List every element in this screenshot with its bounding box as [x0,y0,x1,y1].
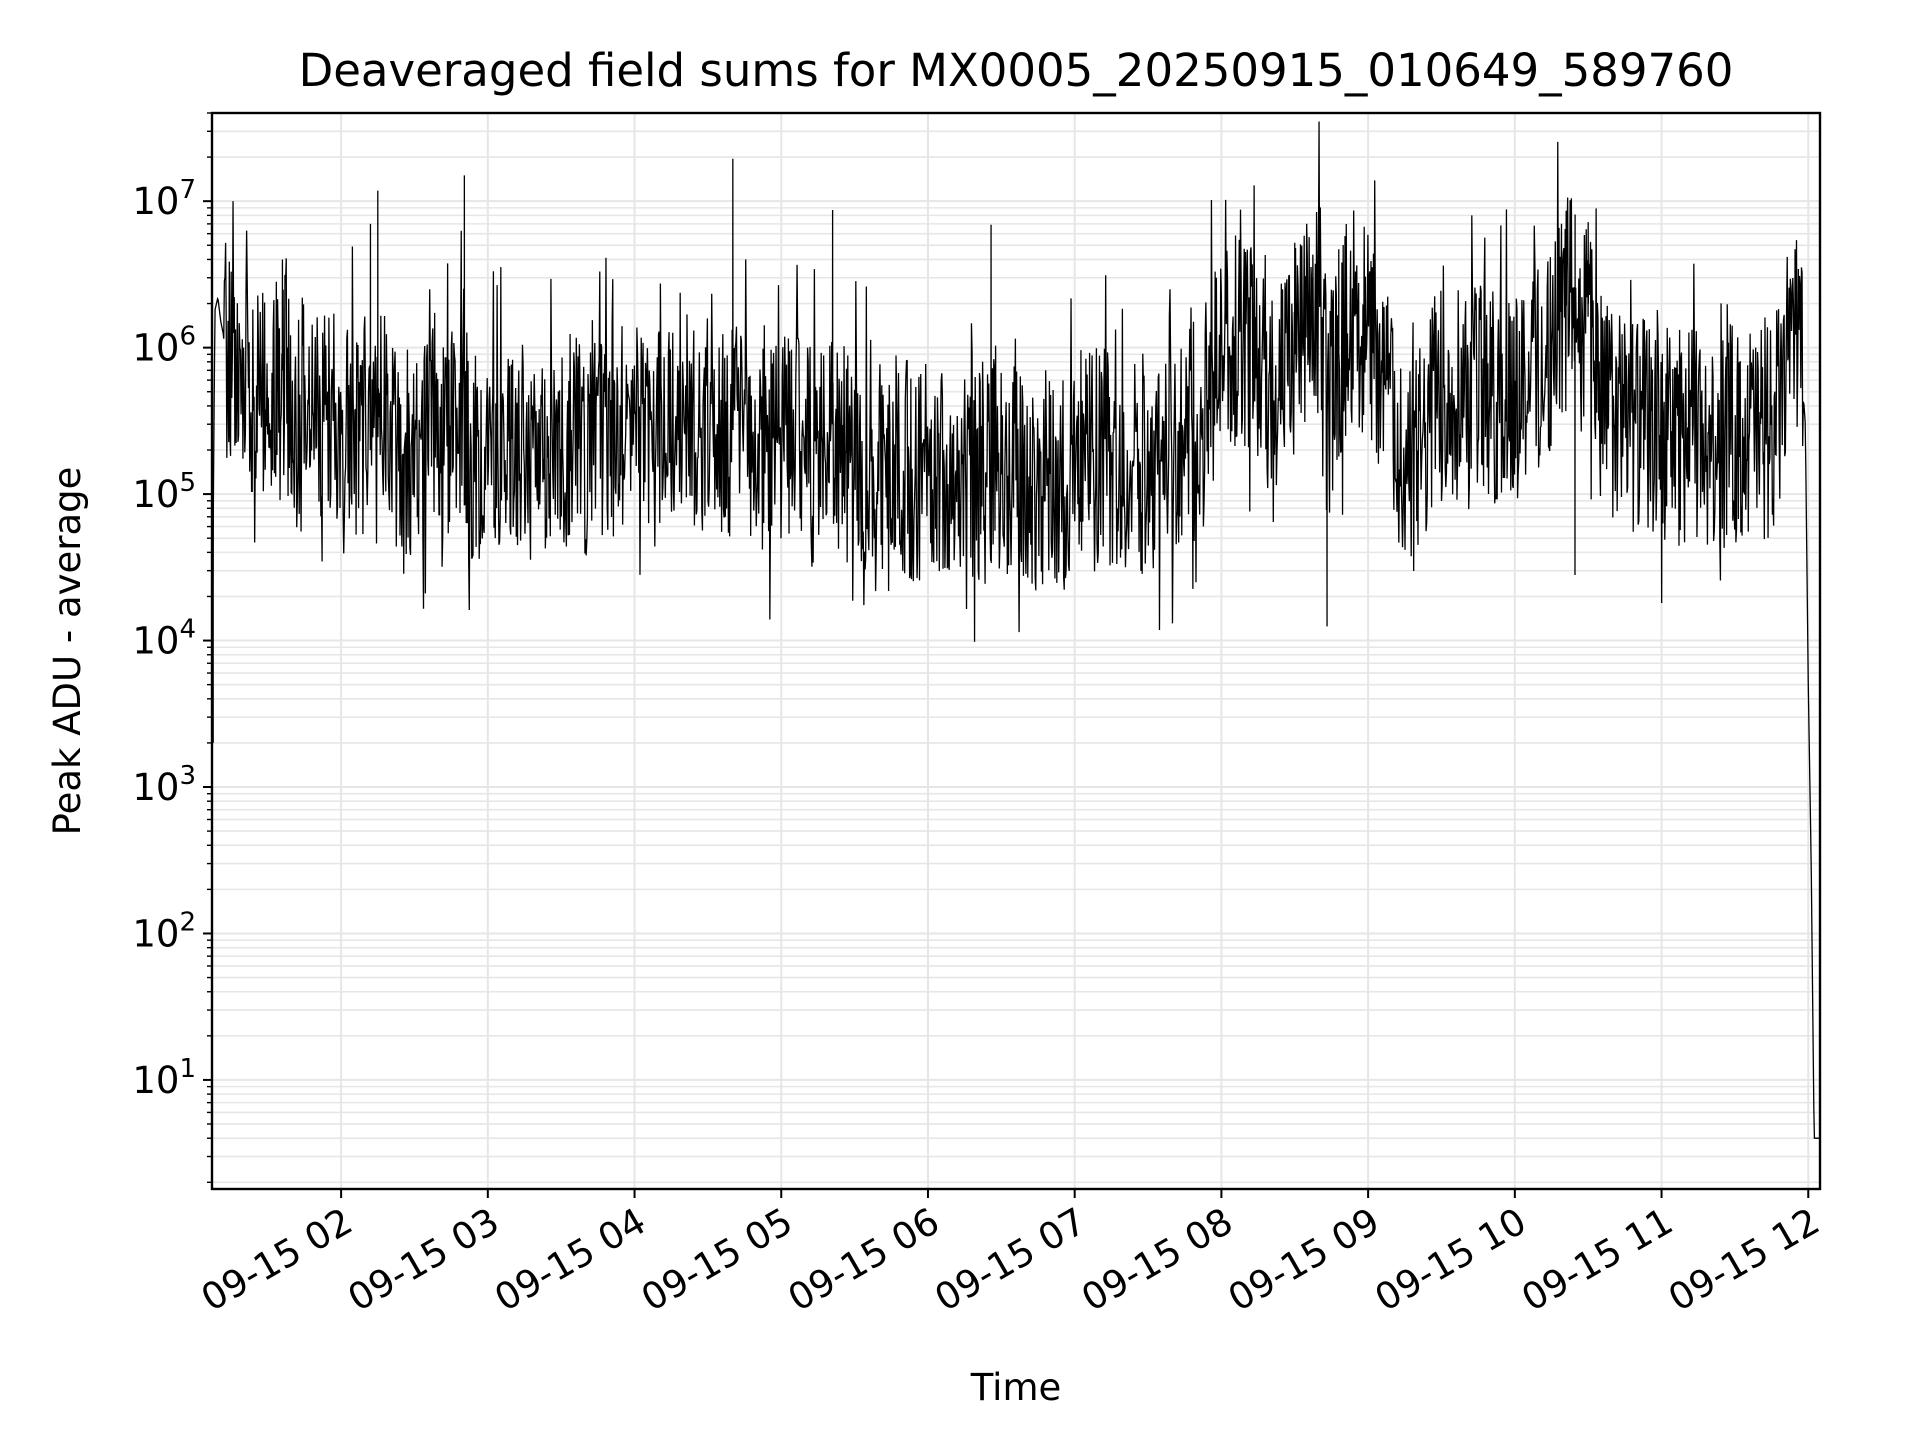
y-tick-label: 101 [132,1054,196,1102]
grid-major [212,113,1820,1189]
series-line [211,121,1820,1139]
y-tick-label: 102 [132,907,196,955]
plot-frame [210,111,1822,1191]
x-axis-label: Time [970,1366,1062,1409]
grid-minor [212,112,1820,1184]
y-tick-label: 107 [132,175,196,223]
y-axis-label: Peak ADU - average [46,467,89,836]
y-tick-label: 105 [132,468,196,516]
chart-title: Deaveraged field sums for MX0005_2025091… [299,44,1734,97]
y-tick-label: 106 [132,322,196,370]
y-tick-label: 103 [132,761,196,809]
y-tick-label: 104 [132,615,196,663]
